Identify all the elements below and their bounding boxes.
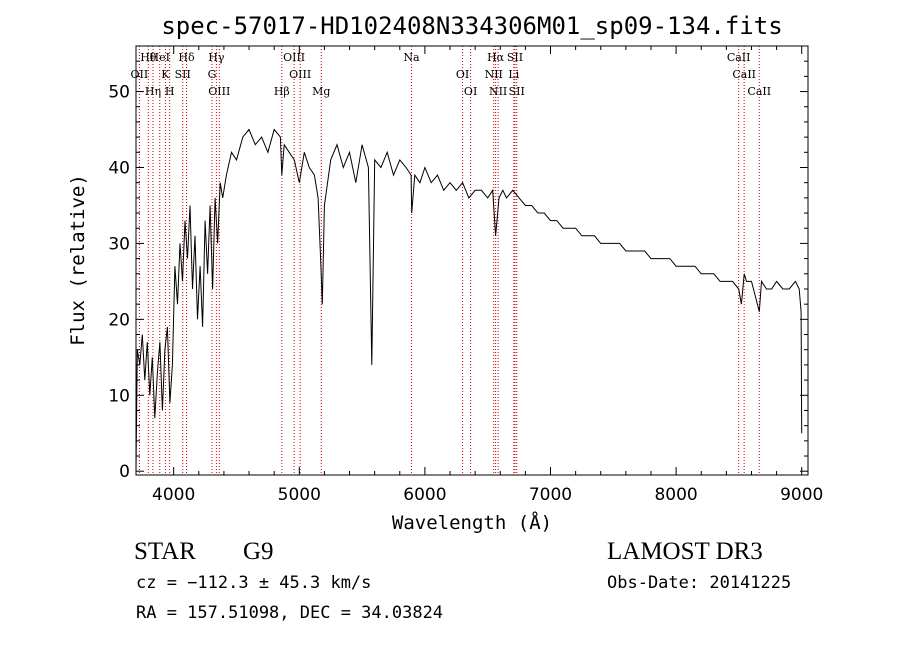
line-label: Hα — [487, 51, 505, 64]
object-subclass: G9 — [243, 538, 274, 565]
line-label: OIII — [289, 68, 311, 81]
y-tick-label: 40 — [108, 158, 130, 178]
spectral-line-labels: HθOIIHηHeIKHHδSIIOIIIHγGHβOIIIOIIIMgNaOI… — [131, 51, 772, 98]
y-axis-label: Flux (relative) — [67, 174, 89, 346]
y-tick-label: 0 — [119, 462, 130, 482]
object-class: STAR — [134, 538, 196, 565]
line-label: OIII — [283, 51, 305, 64]
line-label: Na — [403, 51, 420, 64]
line-label: CaII — [747, 85, 771, 98]
line-label: OI — [464, 85, 477, 98]
spectrum-line — [135, 128, 803, 472]
line-label: CaII — [727, 51, 751, 64]
x-axis: 4000 5000 6000 7000 8000 9000 — [152, 46, 823, 505]
line-label: SII — [509, 85, 525, 98]
line-label: Hδ — [178, 51, 195, 64]
line-label: H — [165, 85, 175, 98]
x-tick-label: 7000 — [529, 485, 572, 505]
chart-title: spec-57017-HD102408N334306M01_sp09-134.f… — [161, 12, 782, 40]
line-label: Hβ — [274, 85, 290, 98]
line-label: OII — [131, 68, 149, 81]
line-label: G — [208, 68, 217, 81]
redshift-velocity: cz = −112.3 ± 45.3 km/s — [136, 573, 372, 593]
line-label: Mg — [312, 85, 330, 98]
line-label: NII — [485, 68, 503, 81]
y-tick-label: 10 — [108, 386, 130, 406]
plot-frame — [135, 45, 809, 476]
line-label: OI — [456, 68, 469, 81]
line-label: Hγ — [208, 51, 225, 64]
survey-name: LAMOST DR3 — [607, 538, 763, 565]
x-tick-label: 8000 — [654, 485, 697, 505]
coordinates: RA = 157.51098, DEC = 34.03824 — [136, 603, 444, 623]
spectral-line-markers — [138, 46, 760, 475]
x-tick-label: 6000 — [403, 485, 446, 505]
line-label: Hη — [145, 85, 161, 98]
x-tick-label: 4000 — [152, 485, 195, 505]
line-label: SII — [507, 51, 523, 64]
line-label: HeI — [150, 51, 170, 64]
line-label: OIII — [208, 85, 230, 98]
y-tick-label: 50 — [108, 83, 130, 103]
line-label: SII — [175, 68, 191, 81]
y-tick-label: 20 — [108, 310, 130, 330]
y-tick-label: 30 — [108, 234, 130, 254]
line-label: K — [161, 68, 170, 81]
observation-date: Obs-Date: 20141225 — [607, 573, 792, 593]
x-axis-label: Wavelength (Å) — [392, 511, 552, 534]
line-label: Li — [508, 68, 519, 81]
spectrum-chart: spec-57017-HD102408N334306M01_sp09-134.f… — [67, 12, 823, 534]
y-axis: 0 10 20 30 40 50 — [108, 60, 808, 482]
line-label: CaII — [732, 68, 756, 81]
line-label: Hθ — [140, 51, 157, 64]
x-tick-label: 9000 — [780, 485, 823, 505]
x-tick-label: 5000 — [278, 485, 321, 505]
line-label: NII — [489, 85, 507, 98]
